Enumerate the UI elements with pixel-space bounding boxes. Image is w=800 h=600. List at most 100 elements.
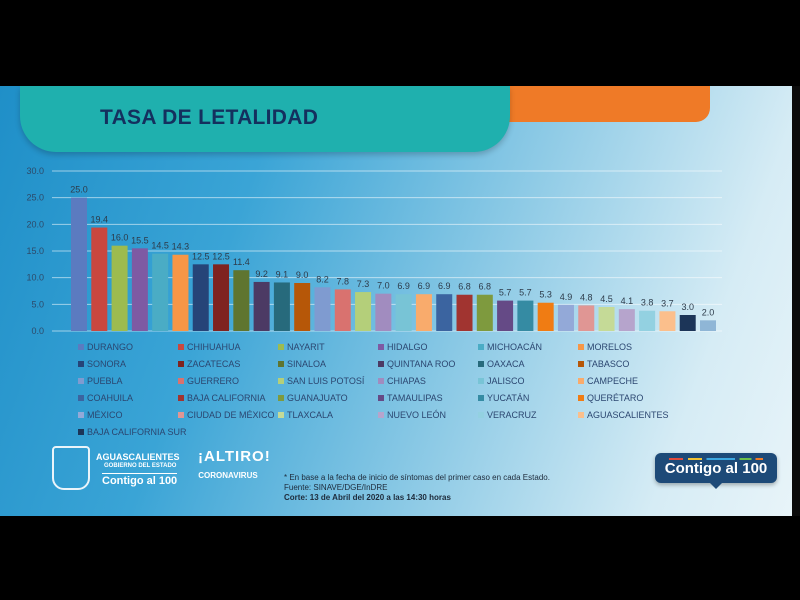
legend-label: MÉXICO bbox=[87, 410, 123, 420]
y-tick-label: 5.0 bbox=[31, 299, 44, 309]
data-label: 5.7 bbox=[499, 288, 512, 298]
data-label: 3.8 bbox=[641, 298, 654, 308]
bar-guerrero bbox=[334, 289, 351, 331]
data-label: 15.5 bbox=[131, 235, 149, 245]
legend-label: CHIHUAHUA bbox=[187, 342, 241, 352]
bar-chiapas bbox=[375, 293, 392, 331]
bar-tlaxcala bbox=[598, 307, 615, 331]
legend-marker bbox=[278, 378, 284, 384]
data-label: 7.8 bbox=[337, 276, 350, 286]
legend-label: SINALOA bbox=[287, 359, 326, 369]
legend-marker bbox=[478, 344, 484, 350]
legend-marker bbox=[178, 378, 184, 384]
legend-label: MORELOS bbox=[587, 342, 632, 352]
data-label: 14.5 bbox=[151, 241, 169, 251]
data-label: 6.9 bbox=[438, 281, 451, 291]
legend-marker bbox=[178, 361, 184, 367]
bar-tabasco bbox=[294, 283, 311, 331]
legend-marker bbox=[78, 412, 84, 418]
footnote-note: * En base a la fecha de inicio de síntom… bbox=[284, 473, 550, 482]
bar-oaxaca bbox=[273, 282, 290, 331]
data-label: 6.8 bbox=[479, 282, 492, 292]
altiro-logo: ¡ALTIRO! CORONAVIRUS bbox=[198, 448, 271, 490]
legend-marker bbox=[278, 361, 284, 367]
slide: TASA DE LETALIDAD 0.0 5.0 10.0 15.0 20.0 25.0… bbox=[0, 86, 792, 516]
legend-marker bbox=[78, 361, 84, 367]
legend-label: QUERÉTARO bbox=[587, 393, 643, 403]
bar-jalisco bbox=[395, 294, 412, 331]
legend-label: OAXACA bbox=[487, 359, 525, 369]
bar-hidalgo bbox=[131, 248, 148, 331]
legend-marker bbox=[578, 344, 584, 350]
bar-chihuahua bbox=[91, 227, 108, 331]
legend-label: HIDALGO bbox=[387, 342, 428, 352]
legend-marker bbox=[378, 361, 384, 367]
legend-label: SAN LUIS POTOSÍ bbox=[287, 376, 365, 386]
footnote-cutoff: Corte: 13 de Abril del 2020 a las 14:30 … bbox=[284, 493, 451, 502]
legend-marker bbox=[278, 412, 284, 418]
data-label: 8.2 bbox=[316, 274, 329, 284]
legend-label: QUINTANA ROO bbox=[387, 359, 455, 369]
legend-label: PUEBLA bbox=[87, 376, 123, 386]
bar-sinaloa bbox=[233, 270, 250, 331]
y-tick-label: 30.0 bbox=[26, 166, 44, 176]
legend-label: CAMPECHE bbox=[587, 376, 638, 386]
legend-marker bbox=[478, 361, 484, 367]
bar-san-luis-potosí bbox=[355, 292, 372, 331]
legend-label: AGUASCALIENTES bbox=[587, 410, 669, 420]
data-label: 7.3 bbox=[357, 279, 370, 289]
data-label: 11.4 bbox=[233, 257, 250, 267]
bar-coahuila bbox=[436, 294, 453, 331]
data-label: 16.0 bbox=[111, 233, 129, 243]
legend-marker bbox=[378, 378, 384, 384]
legend-label: NUEVO LEÓN bbox=[387, 410, 446, 420]
data-label: 4.9 bbox=[560, 292, 573, 302]
data-label: 6.9 bbox=[397, 281, 410, 291]
altiro-text: ¡ALTIRO! bbox=[198, 448, 271, 465]
y-tick-label: 0.0 bbox=[31, 326, 44, 336]
legend-marker bbox=[478, 378, 484, 384]
bar-tamaulipas bbox=[497, 300, 514, 331]
data-label: 3.7 bbox=[661, 298, 674, 308]
bar-zacatecas bbox=[213, 264, 230, 331]
footnote: * En base a la fecha de inicio de síntom… bbox=[284, 473, 550, 503]
legend-label: TLAXCALA bbox=[287, 410, 333, 420]
legend-label: NAYARIT bbox=[287, 342, 325, 352]
legend-label: GUERRERO bbox=[187, 376, 239, 386]
bar-morelos bbox=[172, 254, 189, 331]
bar-baja-california bbox=[456, 294, 473, 331]
data-label: 12.5 bbox=[212, 251, 230, 261]
legend-label: TAMAULIPAS bbox=[387, 393, 443, 403]
data-label: 2.0 bbox=[702, 307, 715, 317]
bar-ciudad-de-méxico bbox=[578, 305, 595, 331]
legend-marker bbox=[578, 395, 584, 401]
title-banner: TASA DE LETALIDAD bbox=[20, 86, 510, 152]
legend-marker bbox=[578, 412, 584, 418]
legend-marker bbox=[278, 344, 284, 350]
legend-marker bbox=[578, 361, 584, 367]
legend-marker bbox=[78, 429, 84, 435]
legend-marker bbox=[278, 395, 284, 401]
data-label: 14.3 bbox=[172, 242, 190, 252]
legend-marker bbox=[478, 395, 484, 401]
legend-label: GUANAJUATO bbox=[287, 393, 348, 403]
legend-marker bbox=[378, 412, 384, 418]
bar-puebla bbox=[314, 287, 331, 331]
legend-marker bbox=[178, 344, 184, 350]
legend-label: COAHUILA bbox=[87, 393, 133, 403]
state-subtitle: GOBIERNO DEL ESTADO bbox=[104, 463, 177, 469]
footnote-source: Fuente: SINAVE/DGE/InDRE bbox=[284, 483, 388, 492]
coronavirus-text: CORONAVIRUS bbox=[198, 471, 258, 480]
bar-chart: 0.0 5.0 10.0 15.0 20.0 25.0 30.0 25.0 19.416.0 15… bbox=[26, 166, 722, 437]
legend-label: YUCATÁN bbox=[487, 393, 529, 403]
orange-header-tab bbox=[470, 86, 710, 122]
bar-querétaro bbox=[537, 302, 554, 331]
bar-sonora bbox=[192, 264, 209, 331]
legend-label: MICHOACÁN bbox=[487, 342, 542, 352]
frame-edge bbox=[792, 86, 800, 516]
bar-quintana-roo bbox=[253, 281, 270, 331]
state-name: AGUASCALIENTES bbox=[96, 452, 180, 462]
bar-yucatán bbox=[517, 300, 534, 331]
y-tick-label: 10.0 bbox=[26, 273, 44, 283]
data-label: 25.0 bbox=[70, 185, 88, 195]
